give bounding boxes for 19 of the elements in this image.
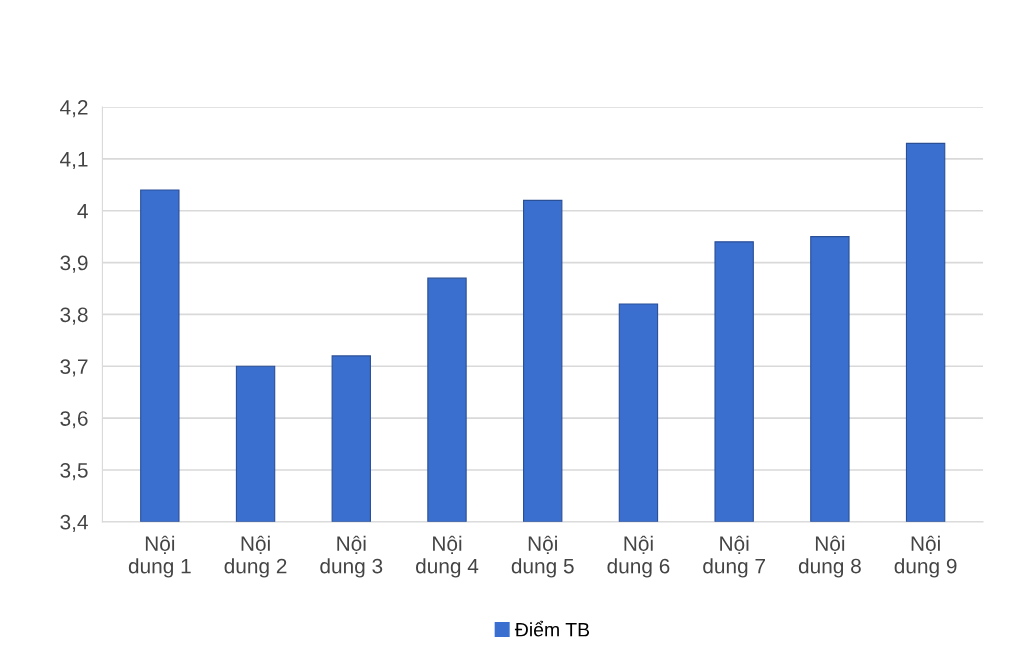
x-tick-label: Nội dung 6 xyxy=(607,535,670,578)
y-tick-label: 3,8 xyxy=(60,307,88,325)
x-tick-label: Nội dung 1 xyxy=(128,535,191,578)
y-tick-label: 3,6 xyxy=(60,411,88,429)
x-tick-label: Nội dung 9 xyxy=(894,535,957,578)
y-tick-label: 4 xyxy=(77,203,88,219)
x-tick-label: Nội dung 7 xyxy=(703,535,765,578)
x-tick-label: Nội dung 5 xyxy=(511,535,574,578)
x-tick-label: Nội dung 8 xyxy=(798,535,861,578)
x-tick-label: Nội dung 3 xyxy=(320,535,383,578)
y-tick-label: 3,9 xyxy=(60,255,88,273)
y-tick-label: 3,7 xyxy=(60,359,88,377)
y-tick-label: 3,5 xyxy=(60,462,88,481)
y-tick-label: 3,4 xyxy=(60,514,88,533)
x-tick-label: Nội dung 4 xyxy=(416,535,479,578)
y-tick-label: 4,1 xyxy=(60,152,88,170)
legend-label: Điểm TB xyxy=(514,620,590,637)
x-tick-label: Nội dung 2 xyxy=(224,535,287,578)
y-tick-label: 4,2 xyxy=(60,100,88,118)
